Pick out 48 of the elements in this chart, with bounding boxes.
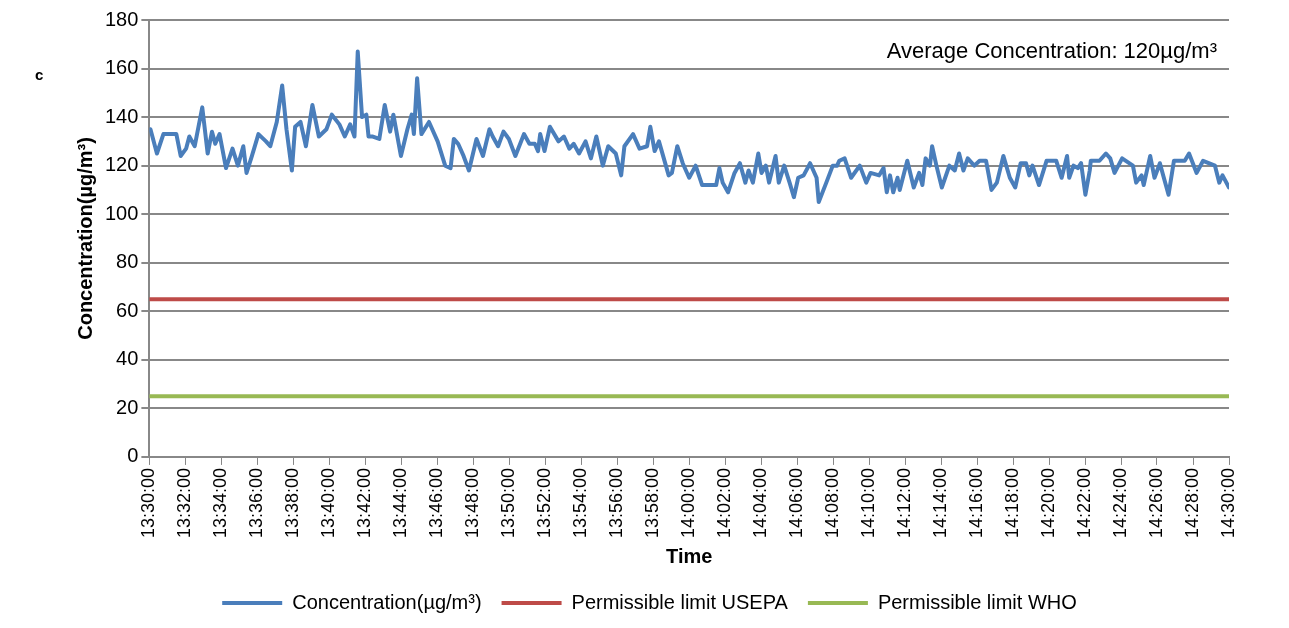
x-tick-label: 13:42:00 — [354, 467, 375, 539]
x-tick-label: 13:50:00 — [498, 467, 519, 539]
x-tick-label: 14:24:00 — [1110, 467, 1131, 539]
x-tick-label: 13:44:00 — [390, 467, 411, 539]
x-tick-label: 14:08:00 — [822, 467, 843, 539]
x-tick-label: 14:02:00 — [714, 467, 735, 539]
x-tick-label: 14:00:00 — [678, 467, 699, 539]
y-tick-label: 0 — [127, 444, 139, 467]
legend-label: Concentration(µg/m³) — [292, 590, 482, 613]
x-tick-label: 13:54:00 — [570, 467, 591, 539]
x-tick-label: 13:48:00 — [462, 467, 483, 539]
x-tick-label: 13:46:00 — [426, 467, 447, 539]
x-tick-label: 13:34:00 — [210, 467, 231, 539]
x-tick-label: 14:26:00 — [1145, 467, 1166, 539]
x-tick-label: 13:56:00 — [606, 467, 627, 539]
x-tick-label: 14:16:00 — [966, 467, 987, 539]
x-tick-label: 13:52:00 — [534, 467, 555, 539]
x-tick-label: 13:38:00 — [282, 467, 303, 539]
text: c — [35, 66, 44, 84]
y-tick-label: 100 — [104, 201, 139, 224]
x-tick-label: 13:36:00 — [246, 467, 267, 539]
annotation: Average Concentration: 120µg/m³ — [886, 38, 1217, 64]
y-tick-label: 120 — [104, 153, 139, 176]
y-tick-label: 20 — [116, 395, 139, 418]
legend-label: Permissible limit USEPA — [571, 590, 789, 613]
x-tick-label: 13:30:00 — [138, 467, 159, 539]
x-tick-label: 13:32:00 — [174, 467, 195, 539]
x-tick-label: 14:04:00 — [750, 467, 771, 539]
x-tick-label: 13:40:00 — [318, 467, 339, 539]
x-tick-label: 14:10:00 — [858, 467, 879, 539]
y-tick-label: 80 — [116, 250, 139, 273]
y-tick-label: 140 — [104, 104, 139, 127]
y-axis-title: Concentration(µg/m³) — [73, 137, 96, 340]
y-tick-label: 60 — [116, 298, 139, 321]
y-tick-label: 180 — [104, 7, 139, 30]
x-tick-label: 14:12:00 — [894, 467, 915, 539]
legend-label: Permissible limit WHO — [877, 590, 1077, 613]
x-tick-label: 14:14:00 — [930, 467, 951, 539]
x-tick-label: 13:58:00 — [642, 467, 663, 539]
x-tick-label: 14:30:00 — [1217, 467, 1238, 539]
x-tick-label: 14:22:00 — [1074, 467, 1095, 539]
x-tick-label: 14:06:00 — [786, 467, 807, 539]
x-tick-label: 14:20:00 — [1037, 467, 1058, 539]
x-tick-label: 14:18:00 — [1002, 467, 1023, 539]
x-axis-title: Time — [666, 544, 713, 567]
y-tick-label: 160 — [104, 56, 139, 79]
x-tick-label: 14:28:00 — [1182, 467, 1203, 539]
y-tick-label: 40 — [116, 347, 139, 370]
